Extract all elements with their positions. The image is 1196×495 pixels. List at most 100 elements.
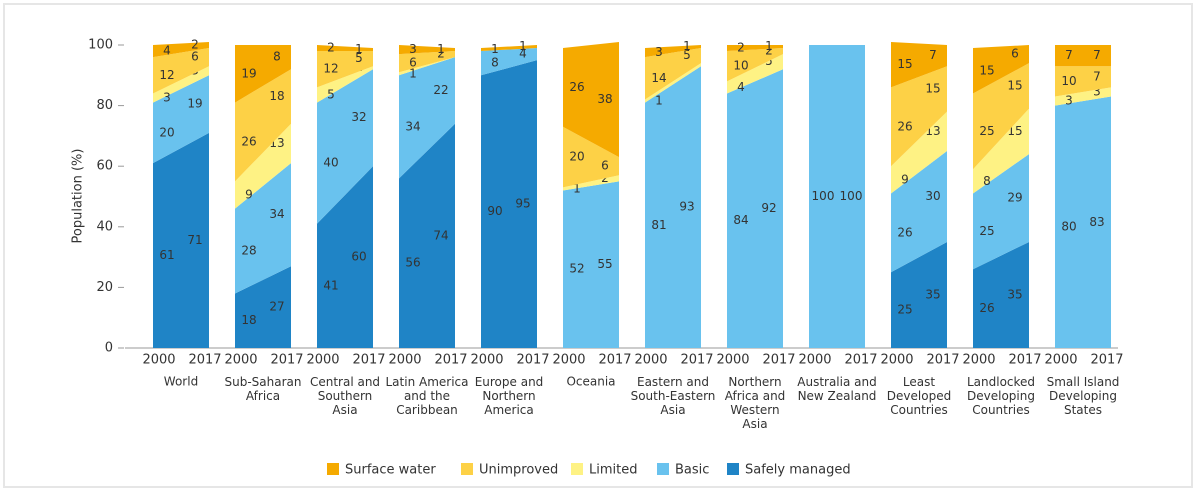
category-label: Central and Southern Asia bbox=[310, 375, 380, 417]
bar-segment bbox=[891, 41, 947, 88]
x-tick-label: 2017 bbox=[516, 353, 549, 368]
bar-segment bbox=[645, 66, 701, 349]
value-label: 32 bbox=[351, 110, 366, 124]
value-label: 34 bbox=[269, 207, 284, 221]
y-tick-label: 60 bbox=[96, 159, 113, 174]
value-label: 7 bbox=[1093, 48, 1101, 62]
bar-segment bbox=[563, 126, 619, 188]
bar-segment bbox=[973, 108, 1029, 194]
value-label: 19 bbox=[241, 66, 256, 80]
category-label: Least Developed Countries bbox=[887, 375, 951, 417]
value-label: 5 bbox=[765, 54, 773, 68]
bar-segment bbox=[727, 54, 783, 94]
value-label: 81 bbox=[651, 218, 666, 232]
value-label: 2 bbox=[191, 38, 199, 52]
value-label: 6 bbox=[191, 50, 199, 64]
value-label: 1 bbox=[573, 181, 581, 195]
bar-segment bbox=[563, 181, 619, 348]
legend-label: Surface water bbox=[345, 463, 436, 478]
x-tick-label: 2017 bbox=[680, 353, 713, 368]
value-label: 26 bbox=[569, 80, 584, 94]
x-tick-label: 2017 bbox=[762, 353, 795, 368]
value-label: 74 bbox=[433, 228, 448, 242]
value-label: 2 bbox=[437, 47, 445, 61]
category-label: Northern Africa and Western Asia bbox=[725, 375, 786, 431]
value-label: 30 bbox=[925, 189, 940, 203]
bar-segment bbox=[727, 45, 783, 52]
bar-segment bbox=[1055, 66, 1111, 97]
bar-segment bbox=[727, 69, 783, 349]
value-label: 19 bbox=[187, 97, 202, 111]
bar-segment bbox=[153, 75, 209, 164]
value-label: 4 bbox=[737, 80, 745, 94]
y-tick-label: 0 bbox=[105, 341, 113, 356]
x-tick-label: 2017 bbox=[844, 353, 877, 368]
value-label: 80 bbox=[1061, 219, 1076, 233]
value-label: 18 bbox=[269, 89, 284, 103]
y-axis-title: Population (%) bbox=[71, 149, 86, 244]
bar-segment bbox=[235, 123, 291, 209]
value-label: 25 bbox=[897, 303, 912, 317]
bar-segment bbox=[973, 45, 1029, 94]
value-label: 12 bbox=[323, 62, 338, 76]
value-label: 60 bbox=[351, 250, 366, 264]
value-label: 5 bbox=[355, 51, 363, 65]
y-tick-label: 100 bbox=[88, 38, 113, 53]
x-tick-label: 2000 bbox=[962, 353, 995, 368]
value-label: 100 bbox=[840, 189, 863, 203]
bar-segment bbox=[1055, 87, 1111, 106]
value-label: 1 bbox=[683, 39, 691, 53]
value-label: 7 bbox=[1065, 48, 1073, 62]
category-label: Europe and Northern America bbox=[475, 375, 544, 417]
value-label: 3 bbox=[1065, 94, 1073, 108]
legend-label: Unimproved bbox=[479, 463, 558, 478]
value-label: 4 bbox=[519, 47, 527, 61]
value-label: 40 bbox=[323, 156, 338, 170]
value-label: 26 bbox=[241, 134, 256, 148]
value-label: 6 bbox=[1011, 47, 1019, 61]
bar-segment bbox=[727, 48, 783, 82]
value-label: 15 bbox=[925, 81, 940, 95]
value-label: 15 bbox=[1007, 78, 1022, 92]
bar-segment bbox=[317, 51, 373, 88]
category-label: Landlocked Developing Countries bbox=[967, 375, 1035, 417]
x-tick-label: 2017 bbox=[1008, 353, 1041, 368]
value-label: 2 bbox=[765, 44, 773, 58]
value-label: 7 bbox=[929, 48, 937, 62]
x-tick-label: 2000 bbox=[716, 353, 749, 368]
bar-segment bbox=[235, 45, 291, 103]
value-label: 41 bbox=[323, 278, 338, 292]
value-label: 4 bbox=[163, 44, 171, 58]
value-label: 7 bbox=[1093, 69, 1101, 83]
bar-segment bbox=[399, 123, 455, 348]
bar-segment bbox=[399, 57, 455, 76]
value-label: 10 bbox=[733, 59, 748, 73]
value-label: 3 bbox=[163, 91, 171, 105]
category-label: Oceania bbox=[566, 375, 615, 389]
x-tick-label: 2017 bbox=[926, 353, 959, 368]
bar-segment bbox=[317, 69, 373, 224]
value-label: 3 bbox=[655, 45, 663, 59]
category-label: Australia and New Zealand bbox=[797, 375, 876, 403]
value-label: 8 bbox=[491, 56, 499, 70]
value-label: 26 bbox=[897, 225, 912, 239]
x-tick-label: 2017 bbox=[352, 353, 385, 368]
value-label: 29 bbox=[1007, 191, 1022, 205]
x-tick-label: 2000 bbox=[224, 353, 257, 368]
value-label: 3 bbox=[1093, 84, 1101, 98]
value-label: 1 bbox=[355, 42, 363, 56]
bar-segment bbox=[235, 163, 291, 294]
value-label: 100 bbox=[812, 189, 835, 203]
x-tick-label: 2000 bbox=[880, 353, 913, 368]
category-label: World bbox=[164, 375, 198, 389]
value-label: 28 bbox=[241, 244, 256, 258]
legend-swatch bbox=[327, 463, 339, 475]
category-label: Small Island Developing States bbox=[1047, 375, 1120, 417]
bar-segment bbox=[809, 45, 865, 348]
value-label: 2 bbox=[737, 41, 745, 55]
legend-label: Basic bbox=[675, 463, 709, 478]
y-tick-label: 80 bbox=[96, 98, 113, 113]
legend-swatch bbox=[571, 463, 583, 475]
bar-segment bbox=[481, 48, 537, 76]
value-label: 2 bbox=[327, 41, 335, 55]
